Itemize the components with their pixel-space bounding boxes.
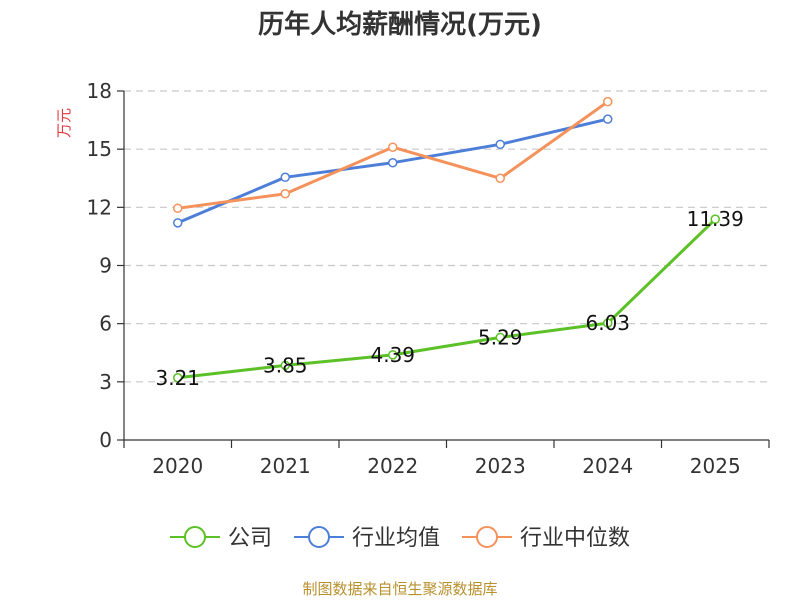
x-tick-label-2025: 2025 [690, 454, 741, 478]
y-axis-label: 万元 [55, 108, 73, 138]
series [173, 96, 720, 383]
series-0-point-2020 [173, 373, 183, 383]
series-0-point-2022 [388, 350, 398, 360]
data-label-2022: 4.39 [370, 343, 415, 367]
y-tick-label-15: 15 [87, 137, 112, 161]
series-2-point-2022 [388, 142, 398, 152]
series-0-point-2021 [280, 360, 290, 371]
series-line-2 [177, 100, 609, 210]
series-2-point-2024 [603, 96, 613, 107]
axes: 0 3 6 9 12 15 18 2020 2021 2022 2023 2024 2025 [87, 79, 770, 478]
data-label-2025: 11.39 [687, 207, 744, 231]
series-1-point-2020 [173, 218, 183, 228]
data-labels: 3.21 3.85 4.39 5.29 6.03 11.39 [155, 207, 743, 390]
data-label-2020: 3.21 [155, 366, 200, 390]
y-tick-label-12: 12 [87, 195, 112, 219]
x-tick-label-2023: 2023 [475, 454, 526, 478]
legend-item-1: 行业均值 [293, 526, 440, 551]
y-tick-label-18: 18 [87, 79, 112, 103]
series-2-point-2023 [495, 173, 505, 183]
series-1-point-2022 [388, 157, 398, 168]
series-1-point-2024 [603, 114, 613, 124]
y-tick-label-9: 9 [99, 254, 112, 278]
series-2-point-2020 [173, 203, 183, 214]
source-note: 制图数据来自恒生聚源数据库 [302, 580, 497, 598]
series-0-point-2024 [603, 318, 613, 328]
series-1-point-2021 [280, 172, 290, 183]
data-label-2023: 5.29 [478, 325, 523, 349]
legend-marker-2 [476, 526, 499, 548]
legend-item-2: 行业中位数 [462, 526, 630, 551]
y-tick-label-0: 0 [99, 428, 112, 452]
x-tick-label-2024: 2024 [582, 454, 633, 478]
legend-marker-0 [183, 526, 206, 548]
x-tick-label-2022: 2022 [367, 454, 418, 478]
legend: 公司 行业均值 行业中位数 [169, 526, 630, 551]
series-0-point-2023 [495, 332, 505, 343]
legend-label-1: 行业均值 [352, 526, 440, 551]
legend-label-2: 行业中位数 [520, 526, 630, 551]
legend-marker-1 [307, 526, 330, 548]
grid [124, 90, 769, 383]
series-line-0 [177, 218, 717, 380]
series-2-point-2021 [280, 189, 290, 199]
x-tick-label-2020: 2020 [152, 454, 203, 478]
chart-title: 历年人均薪酬情况(万元) [258, 9, 542, 40]
legend-item-0: 公司 [169, 526, 272, 551]
y-tick-label-6: 6 [99, 312, 112, 336]
legend-label-0: 公司 [228, 526, 272, 551]
x-tick-label-2021: 2021 [260, 454, 311, 478]
series-0-point-2025 [710, 214, 720, 224]
data-label-2024: 6.03 [585, 311, 630, 335]
data-label-2021: 3.85 [263, 353, 308, 377]
series-1-point-2023 [495, 139, 505, 150]
y-tick-label-3: 3 [99, 370, 112, 394]
